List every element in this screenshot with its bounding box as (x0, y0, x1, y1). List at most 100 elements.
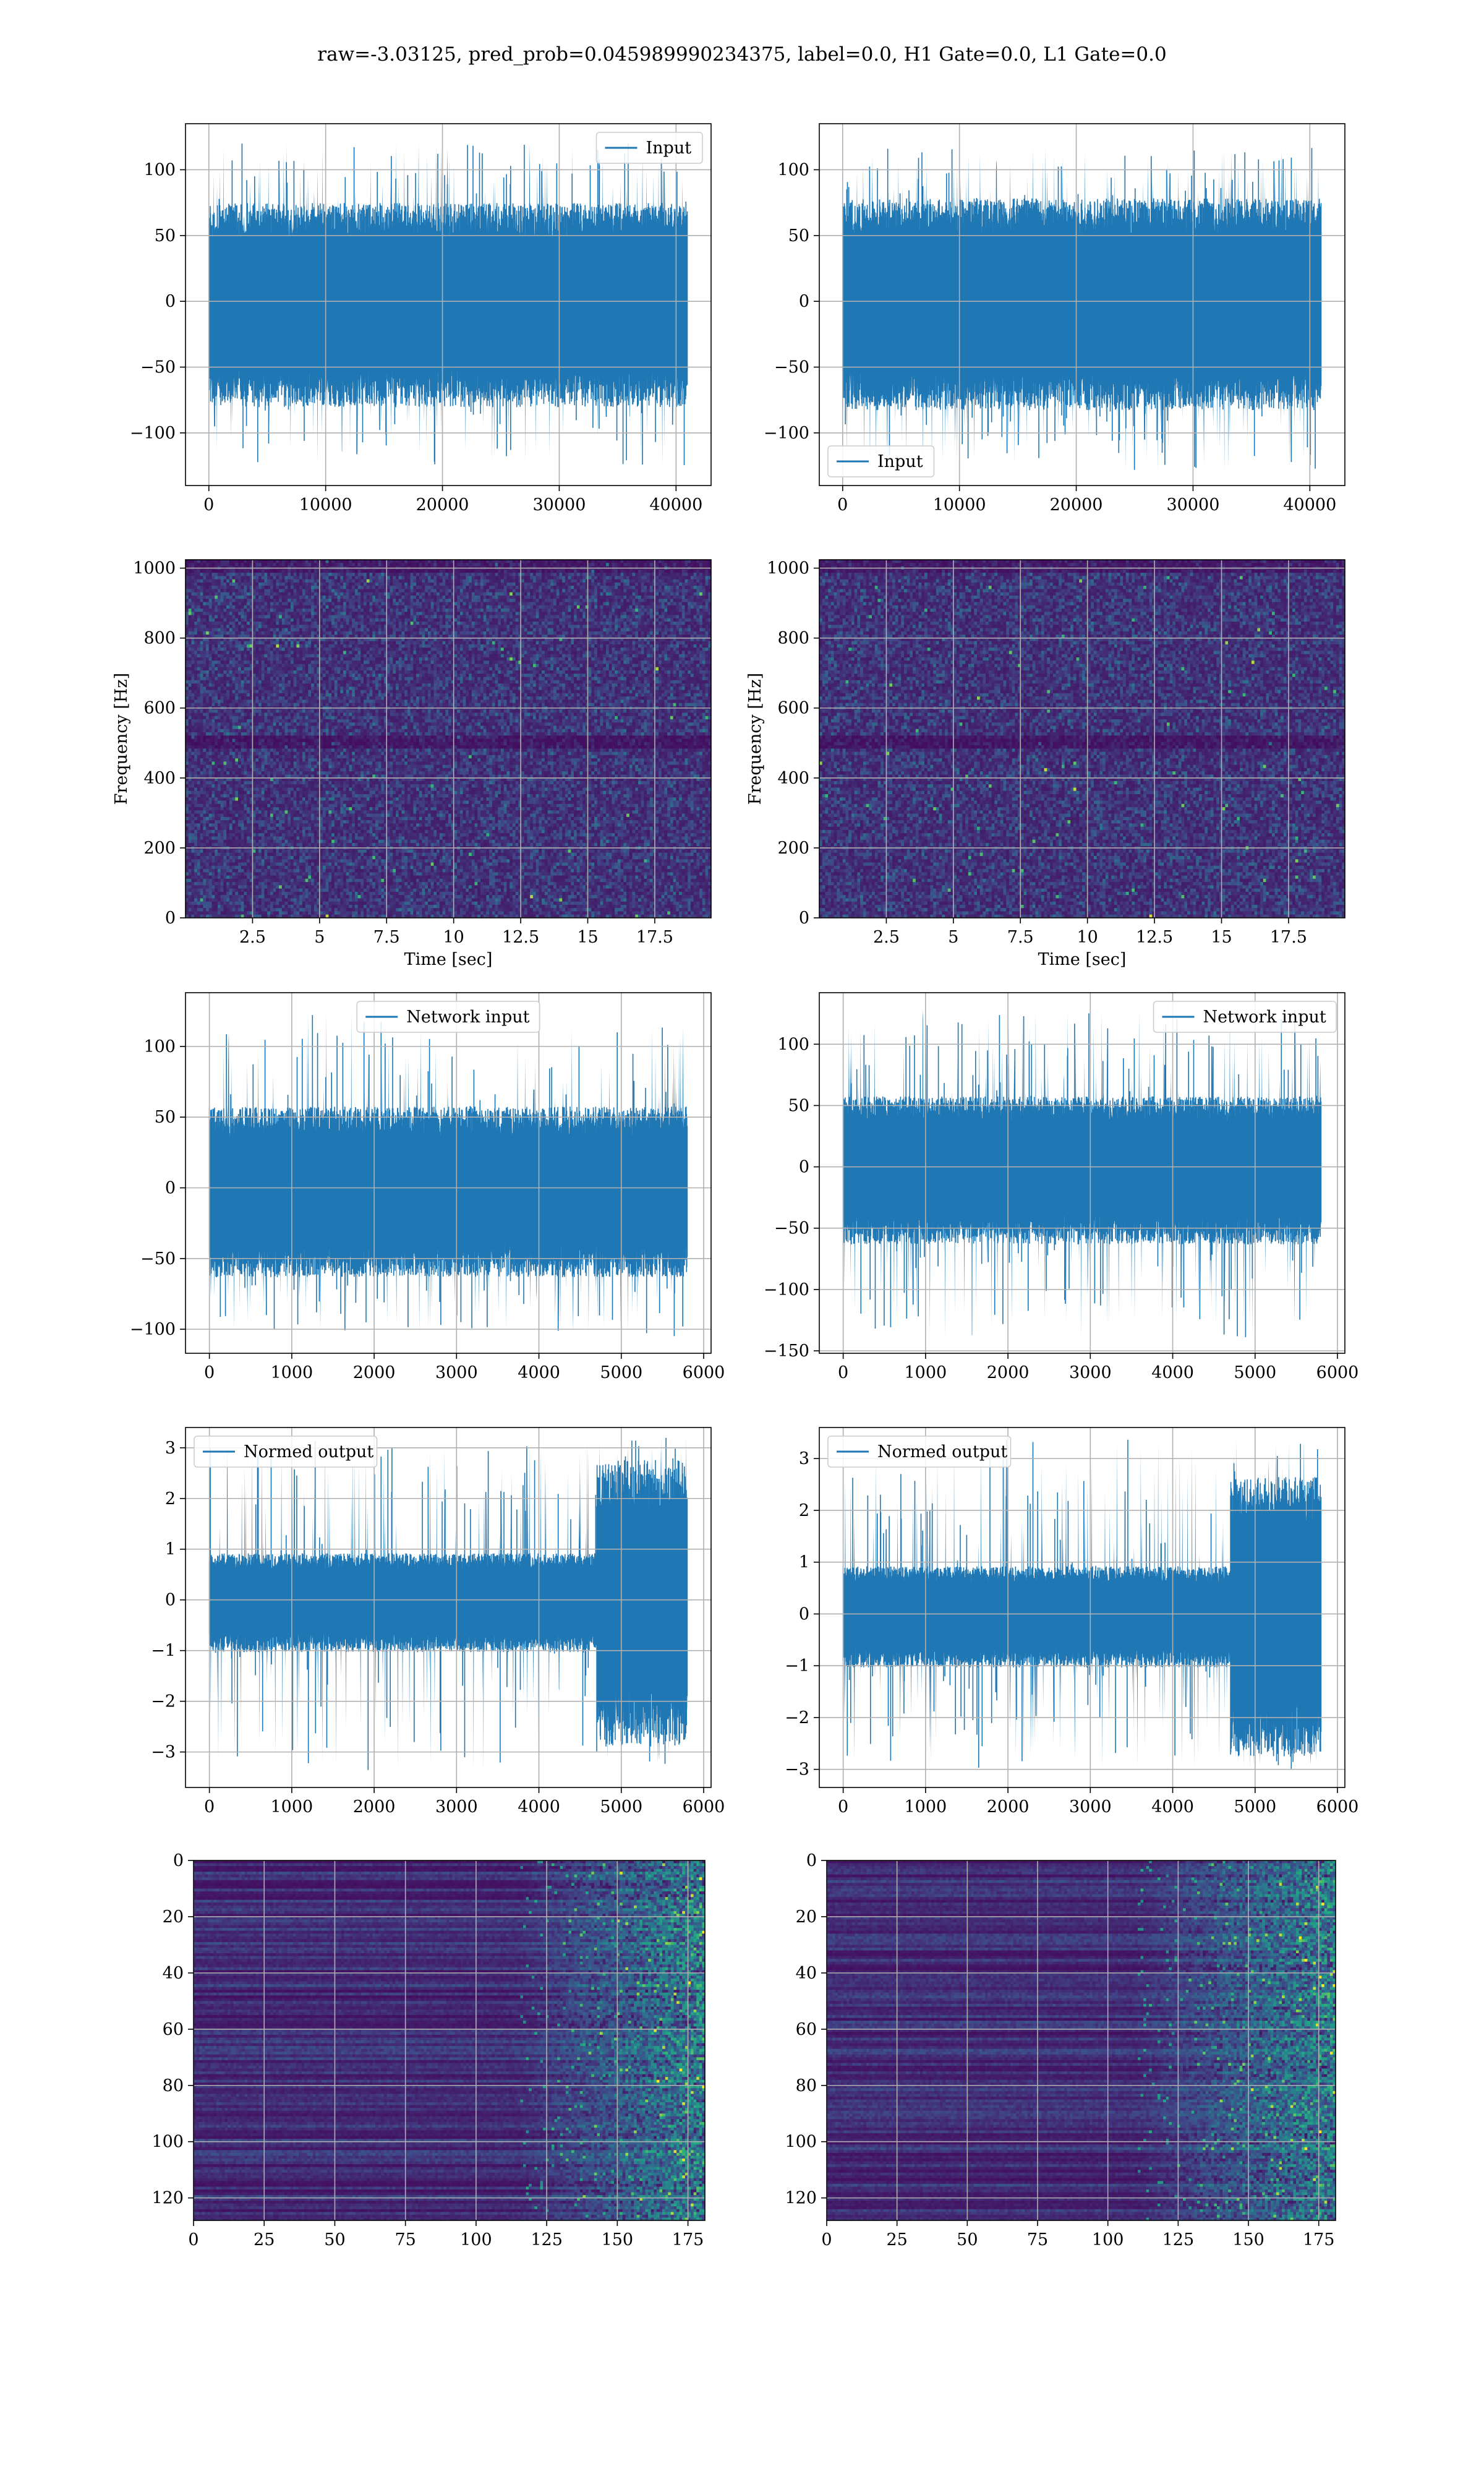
legend-label: Input (877, 452, 923, 471)
x-tick-label: 0 (188, 2230, 198, 2249)
x-tick-label: 50 (957, 2230, 978, 2249)
x-tick-label: 3000 (435, 1363, 478, 1382)
y-tick-label: −50 (774, 1219, 809, 1238)
x-axis-label: Time [sec] (404, 950, 493, 969)
x-tick-label: 75 (1027, 2230, 1048, 2249)
y-tick-label: 20 (796, 1907, 817, 1927)
y-tick-label: −100 (130, 1320, 176, 1339)
y-tick-label: 1 (799, 1553, 809, 1572)
x-tick-label: 2.5 (239, 928, 266, 947)
chart-row3-right: 0 1000 2000 3000 4000 5000 6000−150−100−500501… (764, 993, 1359, 1382)
y-tick-label: 1 (165, 1540, 176, 1559)
y-tick-label: −100 (764, 1280, 809, 1299)
x-tick-label: 2000 (987, 1363, 1030, 1382)
y-tick-label: 100 (143, 160, 176, 179)
x-tick-label: 100 (1092, 2230, 1124, 2249)
plot-area (186, 560, 712, 918)
y-tick-label: 100 (777, 1035, 809, 1054)
x-tick-label: 2.5 (873, 928, 900, 947)
series-line (209, 143, 688, 465)
x-tick-label: 4000 (1151, 1797, 1194, 1817)
y-tick-label: −50 (140, 358, 176, 377)
plot-area (827, 1860, 1336, 2221)
x-tick-label: 2000 (353, 1363, 396, 1382)
chart-row3-left: 0 1000 2000 3000 4000 5000 6000−100−50050100Ne… (130, 993, 725, 1382)
y-tick-label: 2 (799, 1501, 809, 1520)
x-tick-label: 0 (203, 495, 214, 515)
series-line (843, 1440, 1321, 1769)
y-tick-label: 200 (143, 839, 176, 858)
y-tick-label: −50 (774, 358, 809, 377)
legend: Input (597, 132, 703, 163)
y-axis-label: Frequency [Hz] (112, 673, 131, 805)
y-tick-label: 2 (165, 1489, 176, 1509)
x-tick-label: 17.5 (636, 928, 673, 947)
x-tick-label: 5000 (1234, 1363, 1276, 1382)
x-tick-label: 2000 (353, 1797, 396, 1817)
x-tick-label: 1000 (271, 1363, 313, 1382)
x-tick-label: 12.5 (1136, 928, 1173, 947)
y-tick-label: −1 (785, 1656, 809, 1676)
x-tick-label: 10 (443, 928, 464, 947)
x-tick-label: 10 (1077, 928, 1098, 947)
y-tick-label: 400 (143, 769, 176, 788)
x-tick-label: 3000 (1069, 1797, 1112, 1817)
x-tick-label: 125 (531, 2230, 563, 2249)
x-tick-label: 6000 (683, 1363, 725, 1382)
y-tick-label: 0 (799, 909, 809, 928)
x-tick-label: 6000 (683, 1797, 725, 1817)
series-line (210, 1438, 688, 1770)
y-tick-label: 0 (799, 1604, 809, 1624)
y-tick-label: 800 (143, 629, 176, 648)
y-tick-label: 40 (163, 1964, 184, 1983)
y-tick-label: 1000 (767, 559, 809, 578)
y-tick-label: −100 (764, 424, 809, 443)
x-tick-label: 0 (837, 495, 848, 515)
x-tick-label: 150 (602, 2230, 634, 2249)
x-tick-label: 5000 (1234, 1797, 1276, 1817)
y-tick-label: 100 (151, 2133, 184, 2152)
x-tick-label: 6000 (1316, 1797, 1359, 1817)
x-tick-label: 0 (204, 1797, 215, 1817)
x-tick-label: 30000 (1166, 495, 1219, 515)
x-tick-label: 10000 (933, 495, 986, 515)
x-tick-label: 20000 (416, 495, 469, 515)
chart-row2-left: 2.5 5 7.5 10 12.5 15 17.502004006008001000Time… (112, 559, 712, 969)
y-tick-label: 600 (777, 699, 809, 718)
y-tick-label: 400 (777, 769, 809, 788)
legend: Normed output (828, 1436, 1011, 1467)
y-tick-label: 60 (163, 2020, 184, 2039)
y-tick-label: 50 (155, 226, 176, 246)
x-tick-label: 0 (838, 1797, 848, 1817)
y-tick-label: 0 (165, 1591, 176, 1610)
y-tick-label: 50 (788, 226, 809, 246)
x-tick-label: 1000 (905, 1797, 947, 1817)
legend-label: Network input (1203, 1008, 1326, 1027)
plot-area (819, 124, 1345, 486)
x-tick-label: 4000 (1151, 1363, 1194, 1382)
y-tick-label: 50 (155, 1108, 176, 1127)
x-tick-label: 4000 (518, 1363, 560, 1382)
y-tick-label: 20 (163, 1907, 184, 1927)
y-tick-label: 100 (777, 160, 809, 179)
x-axis-label: Time [sec] (1038, 950, 1127, 969)
plot-area (819, 1427, 1345, 1787)
y-tick-label: 600 (143, 699, 176, 718)
x-tick-label: 0 (204, 1363, 215, 1382)
x-tick-label: 100 (460, 2230, 492, 2249)
x-tick-label: 5 (314, 928, 325, 947)
plot-area (186, 124, 711, 486)
y-tick-label: −2 (785, 1708, 809, 1727)
legend: Network input (1154, 1001, 1337, 1032)
y-tick-label: 100 (143, 1037, 176, 1056)
y-tick-label: −100 (130, 424, 176, 443)
y-tick-label: 0 (165, 1179, 176, 1198)
y-tick-label: 0 (799, 1158, 809, 1177)
y-tick-label: 0 (165, 292, 176, 311)
